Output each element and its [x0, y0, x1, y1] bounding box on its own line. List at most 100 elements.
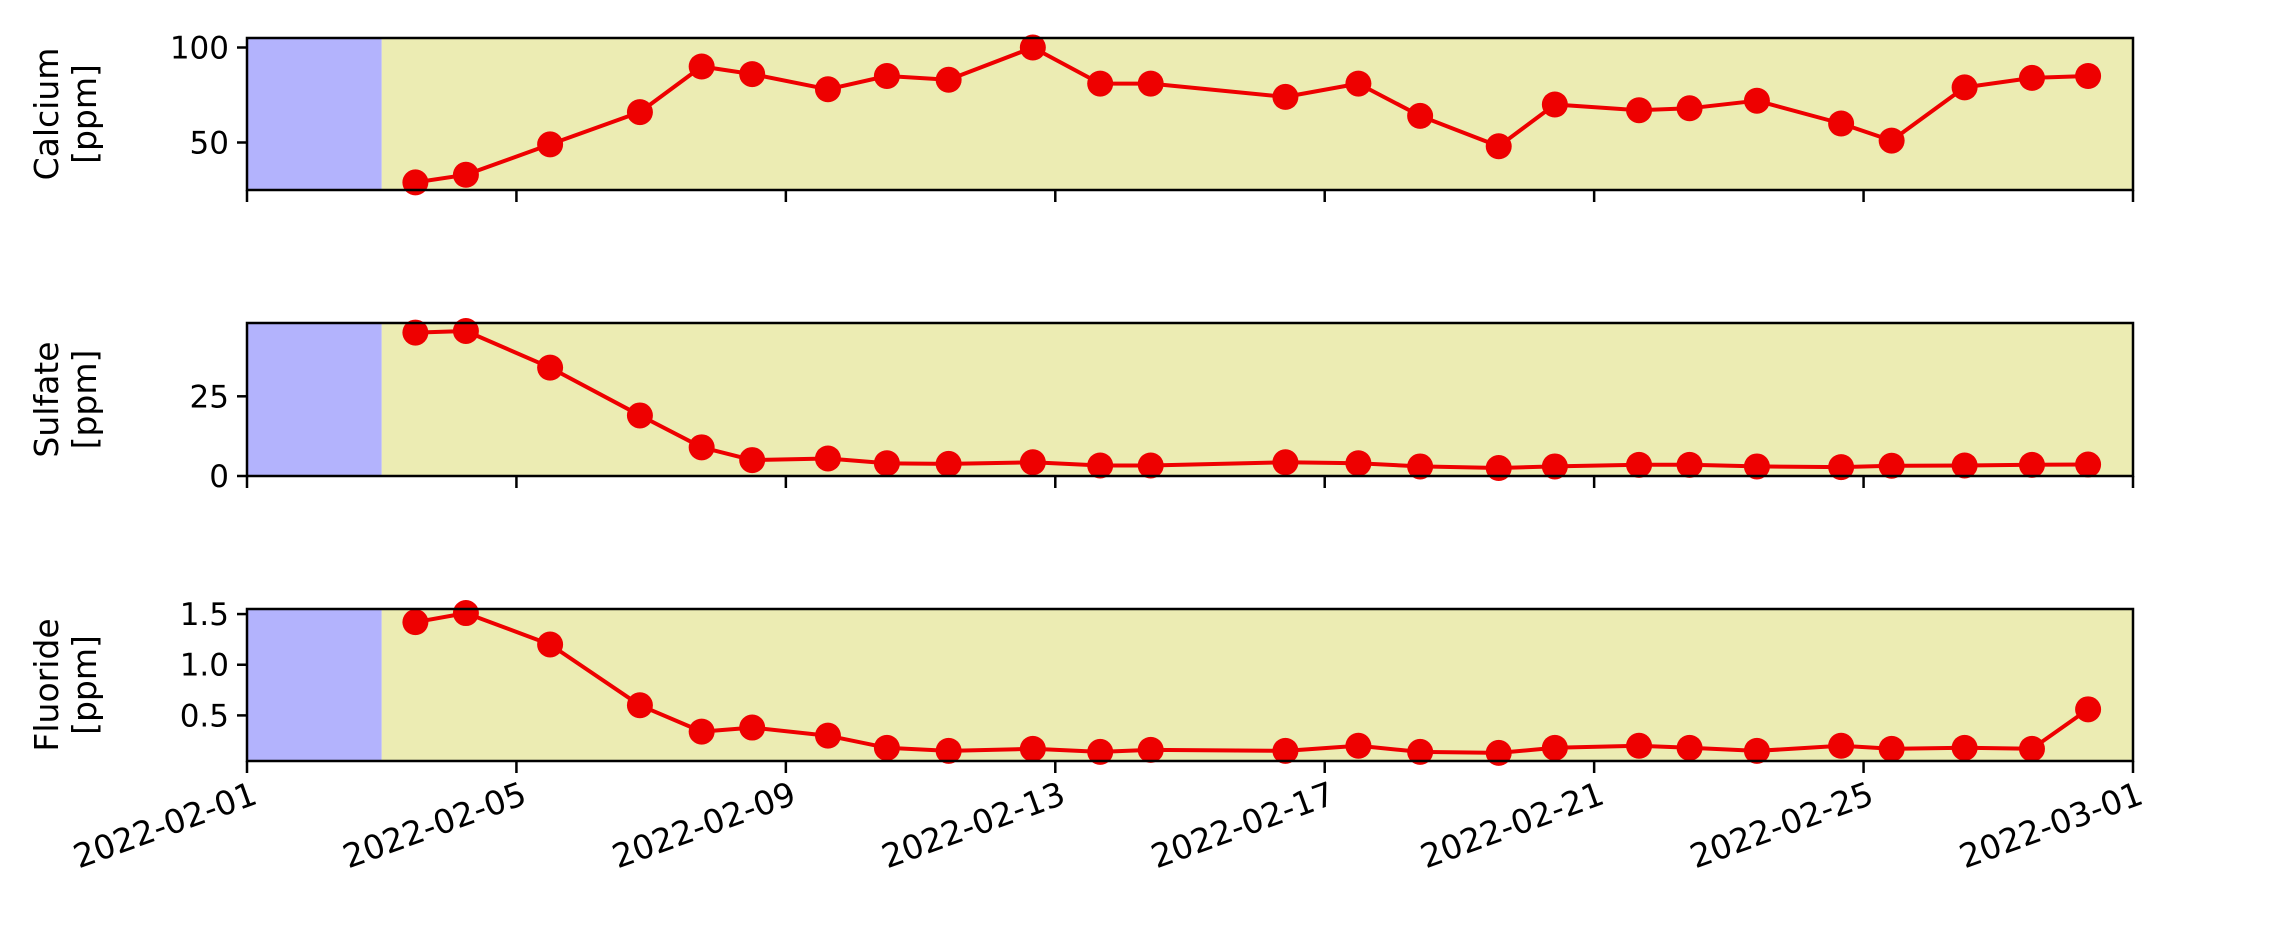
data-point	[1137, 452, 1164, 479]
data-point	[814, 76, 841, 103]
shaded-period	[381, 609, 2133, 761]
data-point	[1272, 737, 1299, 764]
data-point	[1272, 83, 1299, 110]
data-point	[1019, 34, 1046, 61]
data-point	[1951, 734, 1978, 761]
data-point	[1407, 102, 1434, 129]
data-point	[402, 319, 429, 346]
y-tick-label: 100	[170, 31, 229, 67]
data-point	[1485, 739, 1512, 766]
data-point	[1087, 70, 1114, 97]
data-point	[452, 161, 479, 188]
chart-panel: 0 25 Sulfate[ppm]	[27, 317, 2135, 495]
data-point	[1407, 738, 1434, 765]
data-point	[537, 131, 564, 158]
data-point	[2075, 696, 2102, 723]
plot-frame	[245, 36, 2135, 192]
y-axis-label-line2: [ppm]	[65, 64, 104, 164]
data-point	[1878, 452, 1905, 479]
data-point	[1676, 734, 1703, 761]
data-point	[739, 447, 766, 474]
x-tick-label: 2022-02-01	[68, 774, 262, 876]
data-point	[1951, 74, 1978, 101]
data-point	[873, 450, 900, 477]
data-point	[1951, 452, 1978, 479]
x-tick-label: 2022-03-01	[1954, 774, 2148, 876]
data-point	[1676, 451, 1703, 478]
data-point	[688, 434, 715, 461]
shaded-period	[247, 609, 382, 761]
plot-frame	[245, 321, 2135, 478]
chart-panel: 50 100 Calcium[ppm]	[27, 31, 2135, 202]
data-point	[402, 609, 429, 636]
data-point	[1019, 735, 1046, 762]
data-point	[2018, 64, 2045, 91]
data-point	[935, 737, 962, 764]
y-axis-label-line2: [ppm]	[65, 350, 104, 450]
data-point	[935, 450, 962, 477]
y-axis-label-line1: Sulfate	[27, 341, 66, 457]
y-tick-label: 1.5	[180, 597, 229, 633]
data-point	[1485, 455, 1512, 482]
x-tick-label: 2022-02-13	[876, 774, 1070, 876]
data-point	[1626, 732, 1653, 759]
chart-panel: 0.5 1.0 1.5 Fluoride[ppm] 2022-02-01 2022-02-…	[27, 597, 2148, 876]
shaded-period	[247, 38, 382, 190]
x-tick-label: 2022-02-25	[1685, 774, 1879, 876]
data-point	[688, 53, 715, 80]
data-point	[537, 631, 564, 658]
data-point	[1345, 450, 1372, 477]
y-tick-label: 1.0	[180, 648, 229, 684]
y-tick-label: 0	[209, 459, 229, 495]
data-point	[1743, 737, 1770, 764]
data-point	[739, 714, 766, 741]
data-point	[1407, 453, 1434, 480]
data-point	[1878, 127, 1905, 154]
data-point	[402, 169, 429, 196]
data-point	[814, 445, 841, 472]
x-tick-label: 2022-02-05	[338, 774, 532, 876]
data-point	[2018, 735, 2045, 762]
data-point	[1272, 449, 1299, 476]
data-point	[452, 600, 479, 627]
data-point	[1828, 732, 1855, 759]
plot-frame	[245, 607, 2135, 763]
data-point	[1743, 453, 1770, 480]
y-axis-label: Sulfate[ppm]	[27, 341, 104, 457]
data-point	[1878, 735, 1905, 762]
data-point	[1828, 110, 1855, 137]
data-point	[1087, 452, 1114, 479]
data-point	[1137, 70, 1164, 97]
data-point	[814, 722, 841, 749]
data-point	[452, 317, 479, 344]
data-point	[626, 692, 653, 719]
y-axis-label-line1: Calcium	[27, 48, 66, 181]
data-point	[626, 99, 653, 126]
data-point	[2075, 451, 2102, 478]
data-point	[935, 66, 962, 93]
data-point	[1541, 734, 1568, 761]
data-point	[1345, 70, 1372, 97]
data-point	[1019, 449, 1046, 476]
data-point	[1626, 451, 1653, 478]
y-tick-label: 50	[190, 126, 229, 162]
y-axis-label-line2: [ppm]	[65, 635, 104, 735]
data-point	[873, 63, 900, 89]
data-point	[626, 402, 653, 429]
x-tick-label: 2022-02-09	[607, 774, 801, 876]
data-point	[1485, 133, 1512, 160]
x-tick-label: 2022-02-21	[1415, 774, 1609, 876]
data-point	[1345, 732, 1372, 759]
data-point	[2018, 451, 2045, 478]
data-point	[537, 354, 564, 381]
y-axis-label-line1: Fluoride	[27, 618, 66, 751]
data-point	[873, 734, 900, 761]
data-point	[1087, 738, 1114, 765]
y-tick-label: 25	[190, 379, 229, 415]
data-point	[1137, 736, 1164, 763]
data-point	[1828, 454, 1855, 481]
data-point	[688, 718, 715, 745]
data-point	[1743, 87, 1770, 114]
data-point	[739, 61, 766, 88]
